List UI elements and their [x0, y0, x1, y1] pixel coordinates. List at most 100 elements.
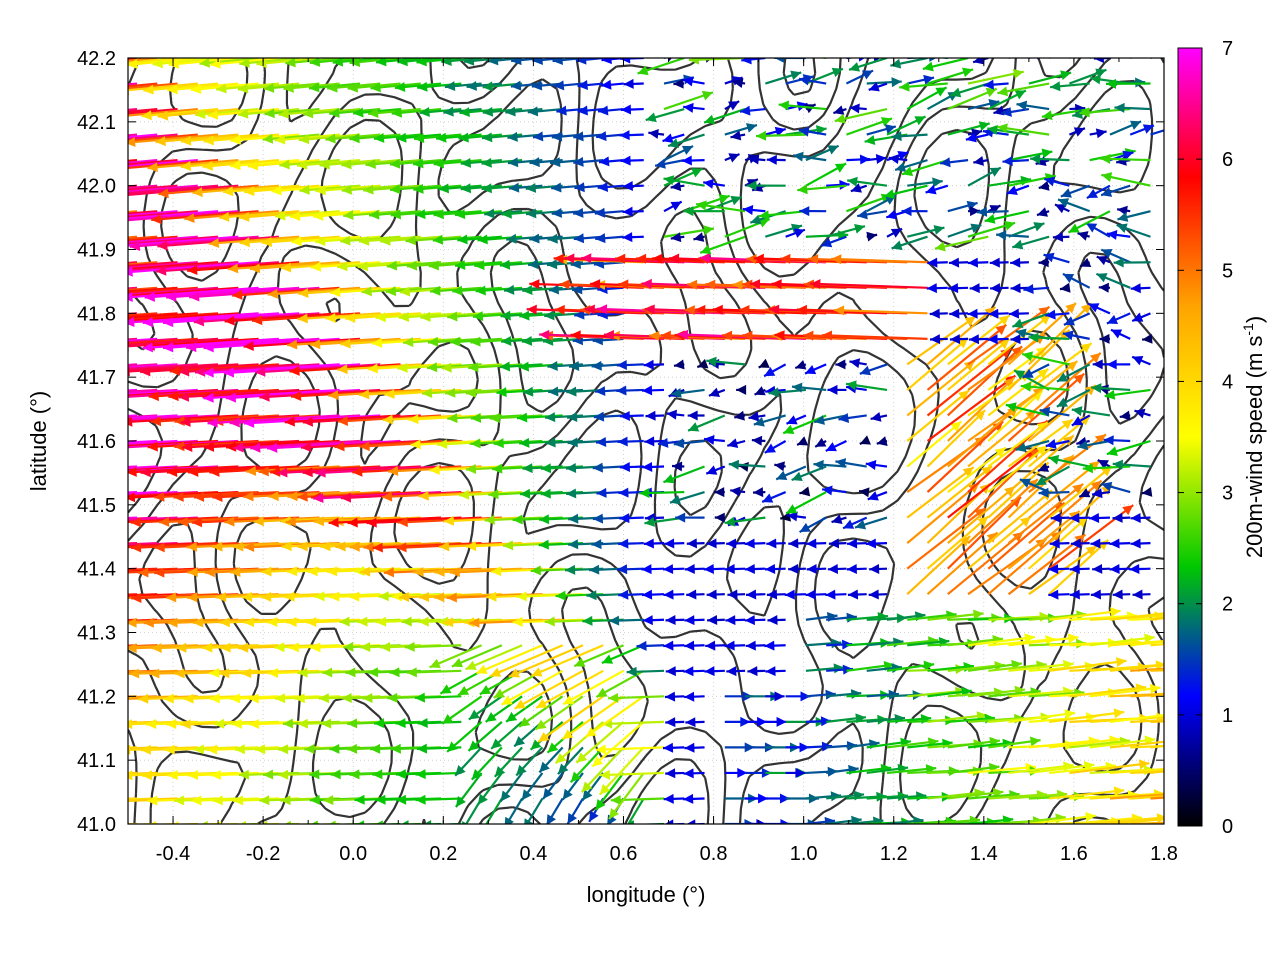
wind-vector-head: [528, 259, 539, 270]
wind-vector-shaft: [218, 210, 300, 219]
wind-vector-head: [378, 591, 389, 602]
wind-vector: [685, 819, 705, 824]
wind-vector: [819, 58, 827, 60]
wind-vector: [774, 58, 806, 63]
wind-vector: [415, 794, 462, 805]
wind-vector-shaft: [128, 337, 198, 345]
wind-vector-head: [1048, 564, 1059, 575]
wind-vector-head: [525, 182, 537, 193]
wind-vector-shaft: [1089, 686, 1161, 698]
wind-vector-head: [212, 491, 223, 502]
wind-vector-head: [284, 416, 295, 427]
wind-vector-head: [696, 200, 707, 211]
wind-vector-head: [1, 519, 11, 529]
wind-vector-head: [193, 316, 205, 327]
wind-vector: [1106, 312, 1131, 325]
wind-vector-head: [12, 115, 22, 125]
wind-vector-head: [1149, 683, 1161, 694]
wind-vector-head: [319, 159, 330, 170]
wind-vector-head: [810, 279, 821, 290]
wind-vector-head: [370, 743, 381, 754]
wind-vector-head: [989, 257, 1000, 268]
wind-vector-shaft: [1028, 763, 1095, 775]
wind-vector: [987, 204, 1002, 215]
wind-vector: [1052, 232, 1070, 242]
wind-vector-head: [599, 783, 611, 795]
wind-vector-head: [230, 693, 241, 704]
y-axis-label: latitude (°): [26, 391, 51, 492]
wind-vector-head: [596, 131, 607, 142]
wind-vector: [466, 80, 502, 91]
wind-vector: [597, 182, 624, 192]
wind-vector-head: [23, 164, 33, 174]
wind-vector: [569, 746, 605, 783]
wind-vector-shaft: [128, 210, 239, 222]
wind-vector: [825, 440, 847, 452]
wind-vector-shaft: [1007, 372, 1086, 442]
wind-vector-head: [969, 206, 980, 217]
wind-vector-head: [1, 493, 11, 503]
wind-vector-head: [1141, 486, 1153, 497]
wind-vector: [926, 347, 1012, 417]
wind-vector-head: [514, 736, 526, 747]
wind-vector: [746, 180, 786, 191]
wind-vector: [1059, 282, 1071, 293]
wind-vector-head: [703, 564, 714, 575]
wind-vector-head: [984, 306, 996, 318]
wind-vector-head: [363, 184, 374, 195]
wind-vector-head: [1101, 481, 1113, 492]
wind-vector: [926, 306, 997, 366]
wind-vector: [1095, 272, 1131, 289]
wind-vector-head: [949, 308, 960, 319]
wind-vector: [561, 823, 563, 824]
wind-vector-head: [1130, 512, 1141, 523]
wind-vector-head: [258, 466, 269, 477]
wind-vector: [267, 439, 401, 453]
wind-vector-head: [174, 441, 185, 452]
wind-vector-head: [815, 437, 827, 447]
wind-vector: [227, 261, 320, 274]
wind-vector-head: [443, 617, 454, 628]
wind-vector-head: [518, 361, 529, 372]
wind-vector-head: [825, 589, 836, 600]
wind-vector-head: [544, 616, 555, 627]
wind-vector-head: [47, 618, 57, 628]
wind-vector: [1038, 180, 1050, 191]
wind-vector: [1109, 564, 1131, 575]
wind-vector-head: [55, 669, 65, 679]
y-tick-label: 41.5: [77, 495, 116, 517]
wind-vector: [1141, 486, 1153, 497]
wind-vector-head: [620, 58, 631, 64]
wind-vector-head: [29, 518, 39, 528]
wind-vector-shaft: [128, 312, 239, 323]
wind-vector: [618, 589, 644, 600]
wind-vector-head: [512, 616, 523, 627]
wind-vector-head: [366, 517, 377, 528]
wind-vector-head: [704, 666, 715, 677]
wind-vector: [128, 363, 158, 368]
wind-vector-head: [193, 491, 205, 502]
wind-vector-shaft: [987, 368, 1049, 417]
wind-vector: [1028, 479, 1103, 544]
wind-vector-head: [827, 384, 838, 395]
wind-vector-head: [985, 87, 997, 98]
wind-vector-head: [1080, 257, 1092, 268]
wind-vector: [1049, 58, 1052, 59]
wind-vector-head: [1050, 512, 1061, 523]
wind-vector-head: [147, 795, 158, 806]
wind-vector-head: [389, 158, 401, 169]
wind-vector: [1130, 744, 1164, 749]
wind-vector-head: [554, 304, 565, 315]
x-tick-label: 1.8: [1150, 843, 1178, 865]
wind-vector-head: [586, 590, 597, 601]
wind-vector-shaft: [1049, 764, 1117, 775]
wind-vector: [128, 337, 158, 342]
wind-vector-head: [805, 589, 816, 600]
wind-vector-head: [568, 539, 579, 550]
wind-vector-shaft: [340, 235, 401, 243]
wind-vector-head: [1038, 180, 1050, 191]
wind-vector-shaft: [408, 414, 482, 421]
wind-vector-head: [237, 108, 249, 119]
wind-vector-shaft: [128, 133, 178, 141]
wind-vector-head: [1014, 370, 1026, 380]
